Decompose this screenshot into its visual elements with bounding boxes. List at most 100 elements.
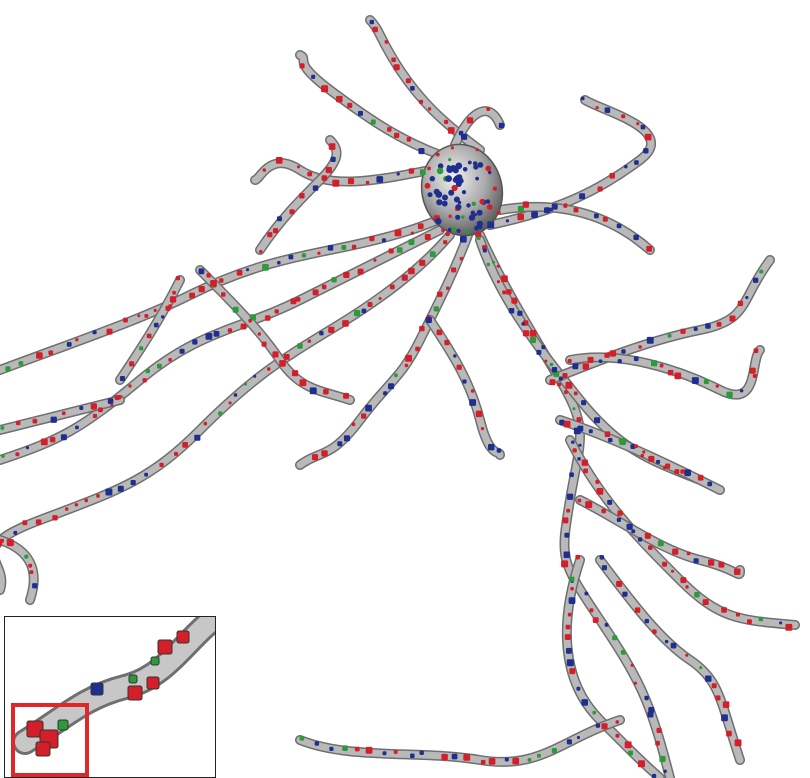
punctum (384, 40, 389, 44)
punctum (290, 298, 297, 305)
punctum (357, 268, 364, 275)
punctum (253, 374, 257, 378)
punctum (569, 576, 575, 582)
punctum (662, 561, 668, 567)
punctum (549, 207, 554, 212)
punctum (580, 96, 585, 101)
punctum (175, 276, 180, 281)
punctum (581, 400, 587, 406)
punctum (749, 367, 756, 374)
punctum (351, 422, 356, 427)
punctum (425, 316, 432, 324)
punctum (460, 235, 467, 243)
punctum (626, 523, 633, 530)
punctum (740, 389, 744, 393)
punctum (257, 332, 261, 336)
punctum (545, 207, 549, 211)
punctum (581, 459, 588, 466)
soma-punctum (446, 165, 451, 169)
punctum (595, 106, 599, 110)
punctum (672, 548, 679, 555)
punctum (599, 555, 605, 560)
punctum (680, 469, 685, 474)
punctum (330, 156, 336, 162)
inset-punctum (176, 630, 190, 644)
punctum (594, 213, 599, 219)
soma-punctum (456, 228, 461, 233)
punctum (441, 228, 445, 232)
punctum (232, 306, 239, 313)
punctum (277, 216, 282, 222)
punctum (373, 258, 377, 262)
punctum (685, 653, 689, 657)
punctum (361, 413, 367, 419)
punctum (637, 537, 643, 542)
soma-punctum (451, 184, 458, 192)
punctum (734, 739, 742, 747)
punctum (317, 251, 321, 255)
punctum (48, 350, 54, 356)
punctum (686, 551, 691, 556)
punctum (139, 346, 144, 351)
punctum (24, 554, 29, 559)
punctum (347, 178, 355, 185)
punctum (381, 238, 386, 243)
soma-punctum (476, 220, 483, 227)
punctum (587, 356, 594, 363)
punctum (617, 510, 623, 516)
punctum (410, 231, 414, 235)
punctum (236, 269, 243, 276)
punctum (408, 267, 415, 275)
punctum (90, 403, 97, 410)
dendrite-branch (0, 396, 124, 434)
punctum (372, 26, 378, 33)
punctum (759, 269, 764, 274)
punctum (451, 753, 458, 760)
punctum (511, 297, 518, 304)
punctum (459, 256, 464, 261)
punctum (218, 411, 223, 416)
punctum (194, 434, 201, 441)
soma-punctum (441, 200, 448, 207)
punctum (651, 360, 658, 367)
punctum (243, 382, 247, 386)
punctum (475, 231, 482, 238)
punctum (419, 169, 426, 176)
punctum (219, 278, 224, 283)
dendrite-branch (296, 716, 624, 766)
punctum (210, 280, 217, 287)
punctum (577, 425, 584, 432)
punctum (655, 740, 660, 746)
soma-punctum (433, 188, 440, 195)
punctum (564, 634, 571, 640)
punctum (551, 203, 558, 210)
punctum (354, 746, 360, 752)
punctum (227, 328, 233, 333)
soma-punctum (437, 163, 444, 169)
punctum (0, 426, 5, 430)
soma-punctum (453, 196, 460, 203)
punctum (469, 399, 476, 406)
punctum (648, 455, 655, 462)
punctum (630, 663, 634, 667)
punctum (702, 599, 709, 606)
punctum (622, 591, 628, 597)
punctum (361, 308, 367, 314)
punctum (351, 244, 357, 250)
punctum (13, 530, 18, 535)
punctum (28, 563, 33, 568)
punctum (240, 323, 247, 330)
punctum (737, 300, 744, 307)
punctum (174, 451, 178, 456)
punctum (492, 260, 496, 264)
punctum (404, 363, 409, 368)
punctum (15, 452, 20, 457)
punctum (144, 314, 149, 318)
punctum (566, 739, 572, 745)
punctum (387, 127, 392, 132)
punctum (145, 368, 150, 374)
punctum (221, 292, 226, 297)
soma-punctum (473, 164, 479, 170)
punctum (179, 348, 185, 354)
punctum (685, 585, 689, 589)
